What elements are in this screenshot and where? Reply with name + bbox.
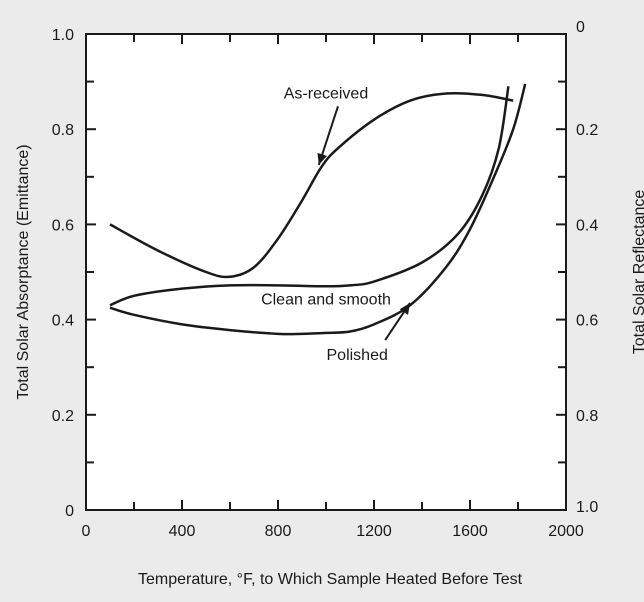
series-line-clean-and-smooth <box>109 86 510 307</box>
annotation-clean-and-smooth: Clean and smooth <box>261 291 391 308</box>
annotation-polished: Polished <box>327 347 388 364</box>
plot-area <box>85 33 567 511</box>
x-tick-label: 800 <box>265 523 292 540</box>
y2-tick-label: 0 <box>576 19 585 36</box>
y-axis-ticks: 0 0.2 0.4 0.6 0.8 1.0 <box>52 27 96 520</box>
y2-tick-label: 0.8 <box>576 408 598 425</box>
series-line-as-received <box>109 91 514 279</box>
y2-axis-title: Total Solar Reflectance <box>631 190 644 355</box>
y-tick-label: 1.0 <box>52 27 74 44</box>
y-tick-label: 0 <box>65 503 74 520</box>
annotation-as-received: As-received <box>284 85 368 102</box>
x-axis-ticks: 0 400 800 1200 1600 2000 <box>82 34 584 540</box>
annotation-layer: As-received Clean and smooth Polished <box>261 85 411 364</box>
x-tick-label: 2000 <box>548 523 584 540</box>
y2-axis-ticks: 0 0.2 0.4 0.6 0.8 1.0 <box>556 19 598 516</box>
x-tick-label: 400 <box>169 523 196 540</box>
y-tick-label: 0.6 <box>52 217 74 234</box>
y2-tick-label: 0.6 <box>576 313 598 330</box>
y-tick-label: 0.2 <box>52 408 74 425</box>
plot-frame <box>85 33 567 511</box>
x-tick-label: 0 <box>82 523 91 540</box>
y2-tick-label: 1.0 <box>576 499 598 516</box>
annotation-arrowhead-polished <box>399 302 410 315</box>
x-axis-title: Temperature, °F, to Which Sample Heated … <box>138 571 523 588</box>
x-tick-label: 1600 <box>452 523 488 540</box>
series-layer <box>109 83 527 336</box>
y-tick-label: 0.4 <box>52 313 74 330</box>
x-tick-label: 1200 <box>356 523 392 540</box>
y-axis-title: Total Solar Absorptance (Emittance) <box>15 144 32 399</box>
y2-tick-label: 0.4 <box>576 217 598 234</box>
series-line-polished <box>109 83 527 336</box>
y2-tick-label: 0.2 <box>576 122 598 139</box>
y-tick-label: 0.8 <box>52 122 74 139</box>
annotation-arrowhead-as-received <box>317 152 327 165</box>
